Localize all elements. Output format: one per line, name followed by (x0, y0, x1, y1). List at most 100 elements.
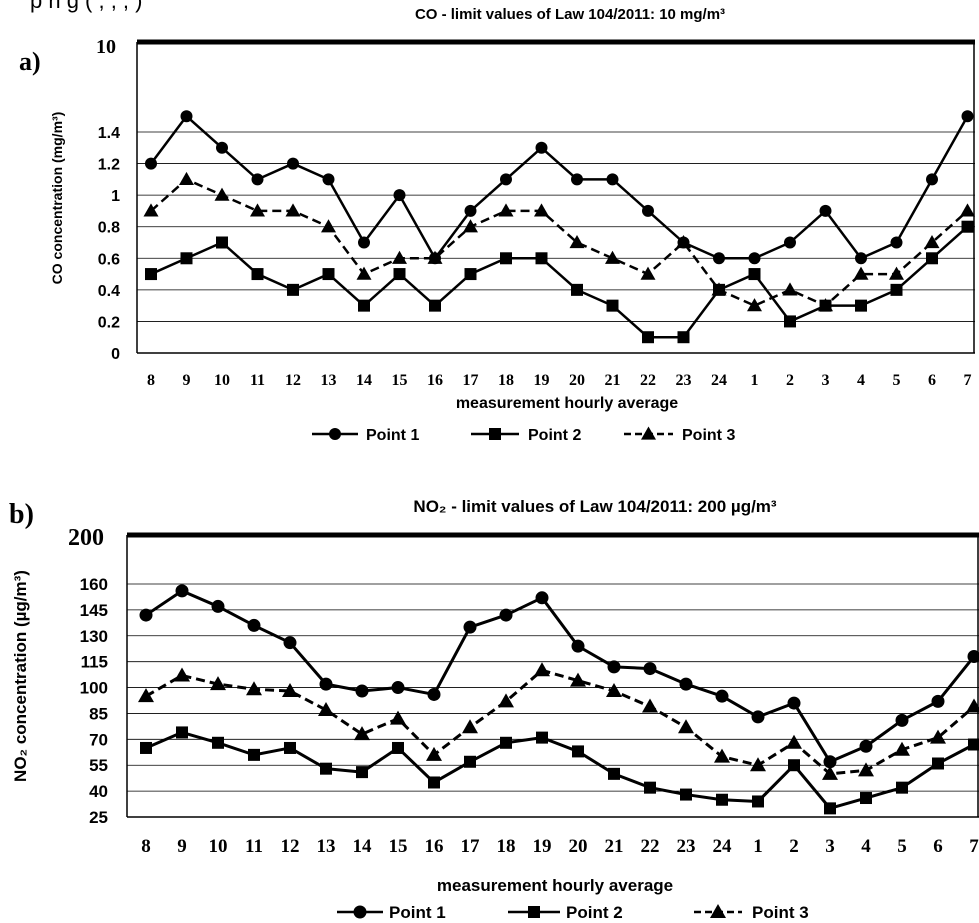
x-tick-label: 19 (533, 836, 552, 857)
legend-label: Point 3 (682, 427, 735, 444)
data-point (392, 741, 404, 754)
data-point (174, 667, 190, 682)
x-tick-label: 21 (605, 836, 624, 857)
data-point (145, 268, 157, 281)
data-point (500, 173, 512, 186)
data-point (284, 741, 296, 754)
x-tick-label: 2 (789, 836, 799, 857)
data-point (752, 795, 764, 808)
data-point (179, 171, 194, 185)
x-tick-label: 12 (281, 836, 300, 857)
data-point (140, 741, 152, 754)
x-axis-label: measurement hourly average (437, 876, 673, 895)
data-point (287, 157, 299, 170)
legend-label: Point 2 (566, 903, 623, 922)
chart-panel-co: CO - limit values of Law 104/2011: 10 mg… (19, 6, 975, 444)
series-1 (139, 584, 979, 769)
y-tick-label: 1.4 (98, 125, 120, 142)
y-tick-label: 55 (89, 756, 108, 775)
data-point (500, 252, 512, 265)
data-point (175, 584, 189, 598)
data-point (355, 684, 369, 698)
data-point (211, 599, 225, 613)
data-point (176, 726, 188, 739)
series-line (145, 668, 975, 776)
data-point (966, 698, 979, 713)
data-point (534, 203, 549, 217)
data-point (500, 736, 512, 749)
data-point (606, 299, 619, 312)
data-point (642, 698, 658, 713)
data-point (429, 299, 441, 312)
data-point (961, 220, 974, 233)
y-tick-label: 145 (80, 601, 108, 620)
data-point (926, 252, 938, 265)
data-point (319, 677, 333, 691)
y-tick-label: 25 (89, 808, 108, 827)
series-line (150, 178, 969, 307)
data-point (427, 250, 443, 264)
data-point (890, 236, 903, 249)
data-point (571, 283, 583, 296)
data-point (748, 268, 761, 281)
data-point (356, 266, 372, 280)
data-point (463, 219, 478, 233)
data-point (535, 252, 548, 265)
x-tick-label: 5 (897, 836, 907, 857)
data-point (499, 608, 513, 622)
x-tick-label: 5 (893, 372, 901, 389)
data-point (571, 173, 583, 186)
data-point (930, 729, 946, 744)
data-point (858, 762, 874, 777)
chart-title: NO₂ - limit values of Law 104/2011: 200 … (413, 497, 776, 516)
x-tick-label: 20 (569, 836, 588, 857)
data-point (216, 236, 228, 249)
x-tick-label: 18 (497, 836, 516, 857)
data-point (250, 203, 265, 217)
data-point (819, 204, 832, 217)
data-point (890, 283, 903, 296)
data-point (788, 759, 800, 772)
data-point (285, 203, 301, 217)
x-tick-label: 24 (711, 372, 727, 389)
data-point (853, 266, 869, 280)
x-tick-label: 9 (177, 836, 187, 857)
data-point (246, 681, 262, 696)
x-tick-label: 6 (928, 372, 936, 389)
data-point (143, 203, 159, 217)
x-tick-label: 17 (461, 836, 481, 857)
legend-label: Point 1 (366, 427, 419, 444)
x-tick-label: 16 (425, 836, 444, 857)
data-point (678, 719, 694, 734)
legend-item-1: Point 1 (312, 427, 419, 444)
data-point (322, 173, 335, 186)
data-point (212, 736, 224, 749)
data-point (643, 662, 657, 676)
data-point (960, 203, 975, 217)
data-point (248, 748, 260, 761)
data-point (818, 298, 833, 312)
data-point (287, 283, 299, 296)
data-point (926, 173, 938, 186)
data-point (895, 713, 909, 727)
data-point (932, 757, 944, 770)
y-tick-label: 160 (80, 575, 108, 594)
data-point (354, 726, 370, 741)
x-tick-label: 14 (353, 836, 373, 857)
data-point (390, 710, 406, 725)
data-point (393, 268, 406, 281)
data-point (570, 672, 586, 687)
y-axis-label: CO concentration (mg/m³) (49, 112, 65, 285)
panel-label: b) (9, 499, 34, 530)
data-point (894, 741, 910, 756)
data-point (463, 620, 477, 634)
data-point (320, 762, 332, 775)
data-point (572, 745, 584, 758)
data-point (786, 734, 802, 749)
data-point (214, 187, 230, 201)
data-point (967, 649, 979, 663)
x-tick-label: 19 (534, 372, 550, 389)
data-point (784, 236, 796, 249)
series-line (145, 730, 975, 810)
x-tick-label: 10 (214, 372, 230, 389)
